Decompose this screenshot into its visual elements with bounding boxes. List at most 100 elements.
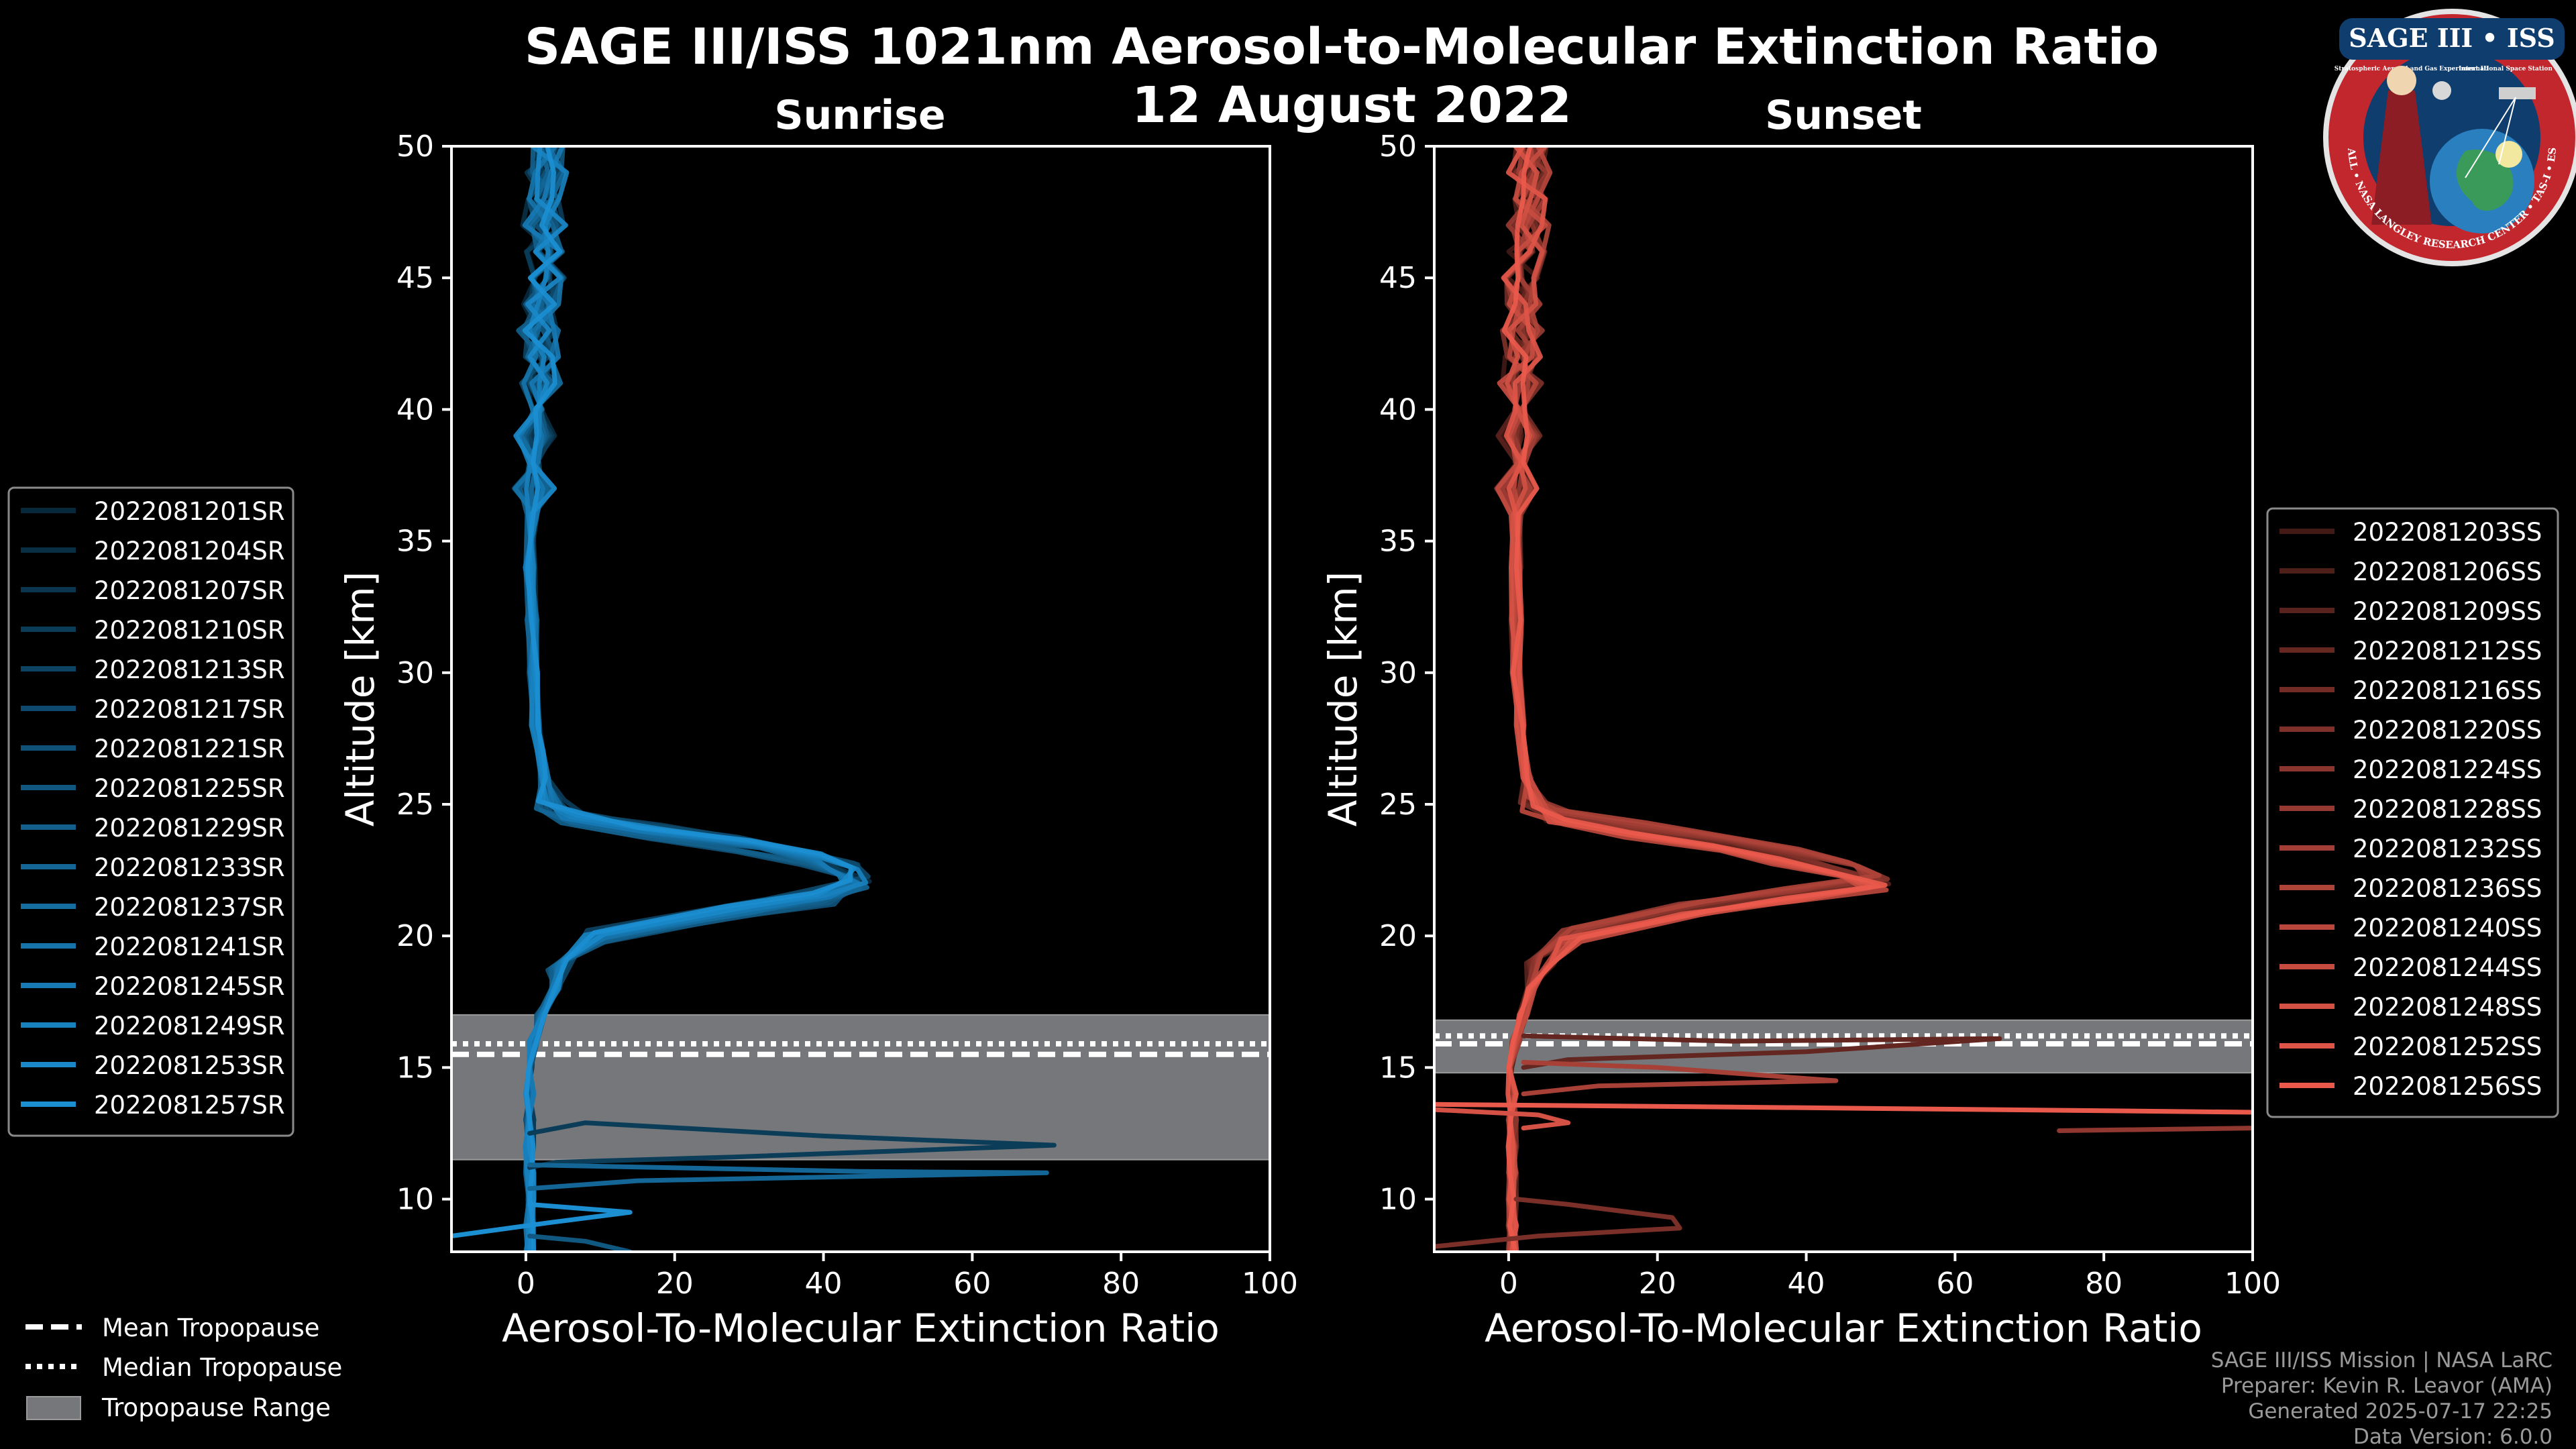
x-tick-label: 80 xyxy=(1102,1267,1140,1301)
legend-label-2022081228SS: 2022081228SS xyxy=(2353,795,2542,824)
profile-excursion-0 xyxy=(1521,1033,2002,1070)
legend-label-2022081232SS: 2022081232SS xyxy=(2353,835,2542,863)
legend-label-2022081252SS: 2022081252SS xyxy=(2353,1032,2542,1061)
y-tick-label: 45 xyxy=(1379,261,1417,295)
y-tick-label: 40 xyxy=(1379,392,1417,427)
y-tick-label: 30 xyxy=(1379,656,1417,690)
wizard-figure-icon xyxy=(2371,91,2432,225)
legend-label-2022081210SR: 2022081210SR xyxy=(94,616,285,645)
sage-iss-logo: SAGE III • ISS Stratospheric Aerosol and… xyxy=(2323,9,2576,266)
legend-label-2022081213SR: 2022081213SR xyxy=(94,655,285,684)
sunrise-plot-frame xyxy=(450,145,1271,1253)
profile-excursion-1 xyxy=(1521,1060,1839,1097)
sunrise-x-axis-label: Aerosol-To-Molecular Extinction Ratio xyxy=(502,1305,1220,1351)
wizard-head-icon xyxy=(2387,66,2416,95)
median-tropopause-label: Median Tropopause xyxy=(102,1353,342,1382)
sunrise-y-axis-label: Altitude [km] xyxy=(337,572,383,826)
legend-label-2022081229SR: 2022081229SR xyxy=(94,814,285,843)
sunset-y-axis-label: Altitude [km] xyxy=(1320,572,1366,826)
y-tick-label: 40 xyxy=(396,392,434,427)
legend-label-2022081236SS: 2022081236SS xyxy=(2353,874,2542,903)
sunset-y-ticks: 10 15 20 25 30 35 40 45 50 xyxy=(1379,129,1434,1217)
moon-icon xyxy=(2432,81,2451,100)
profile-excursion-5 xyxy=(1434,1197,1682,1249)
profile-excursion-3 xyxy=(527,1234,633,1252)
legend-frame xyxy=(2266,507,2559,1118)
x-tick-label: 0 xyxy=(1499,1267,1518,1301)
legend-label-2022081224SS: 2022081224SS xyxy=(2353,755,2542,784)
legend-label-2022081206SS: 2022081206SS xyxy=(2353,557,2542,586)
y-tick-label: 15 xyxy=(1379,1051,1417,1085)
footer-line-generated: Generated 2025-07-17 22:25 xyxy=(2248,1399,2553,1424)
profile-excursion-3 xyxy=(2057,1126,2253,1133)
x-tick-label: 40 xyxy=(805,1267,843,1301)
legend-label-2022081244SS: 2022081244SS xyxy=(2353,953,2542,982)
y-tick-label: 25 xyxy=(396,788,434,822)
y-tick-label: 50 xyxy=(396,129,434,164)
legend-label-2022081204SR: 2022081204SR xyxy=(94,537,285,566)
legend-label-2022081203SS: 2022081203SS xyxy=(2353,518,2542,547)
y-tick-label: 10 xyxy=(1379,1183,1417,1217)
legend-label-2022081257SR: 2022081257SR xyxy=(94,1091,285,1120)
y-tick-label: 25 xyxy=(1379,788,1417,822)
iss-beam xyxy=(2465,97,2516,178)
tropopause-legend: Mean Tropopause Median Tropopause Tropop… xyxy=(25,1313,342,1422)
figure-date: 12 August 2022 xyxy=(1132,76,1572,134)
sunrise-panel-title: Sunrise xyxy=(774,92,945,139)
logo-text-sub-right: International Space Station xyxy=(2459,66,2553,72)
profile-excursion-2 xyxy=(451,1201,633,1238)
y-tick-label: 15 xyxy=(396,1051,434,1085)
profile-line-2022081257SR xyxy=(522,146,853,1252)
x-tick-label: 60 xyxy=(953,1267,991,1301)
sunset-legend: 2022081203SS 2022081206SS 2022081209SS 2022… xyxy=(2266,507,2559,1118)
sunrise-y-ticks: 10 15 20 25 30 35 40 45 50 xyxy=(396,129,451,1217)
sunrise-legend: 2022081201SR 2022081204SR 2022081207SR 2022… xyxy=(7,486,294,1137)
sunset-panel-title: Sunset xyxy=(1765,92,1922,139)
legend-label-2022081225SR: 2022081225SR xyxy=(94,774,285,803)
sunrise-x-ticks: 0 20 40 60 80 100 xyxy=(517,1252,1298,1301)
profile-excursion-1 xyxy=(527,1163,1049,1191)
y-tick-label: 50 xyxy=(1379,129,1417,164)
logo-banner xyxy=(2339,18,2565,60)
iss-icon xyxy=(2499,87,2536,99)
sunset-profiles xyxy=(1434,146,2253,1252)
legend-label-2022081233SR: 2022081233SR xyxy=(94,853,285,882)
figure-title: SAGE III/ISS 1021nm Aerosol-to-Molecular… xyxy=(525,18,2159,76)
x-tick-label: 100 xyxy=(2224,1267,2281,1301)
y-tick-label: 35 xyxy=(1379,525,1417,559)
y-tick-label: 20 xyxy=(1379,919,1417,953)
x-tick-label: 100 xyxy=(1242,1267,1298,1301)
sunset-x-axis-label: Aerosol-To-Molecular Extinction Ratio xyxy=(1485,1305,2202,1351)
legend-label-2022081249SR: 2022081249SR xyxy=(94,1012,285,1040)
legend-label-2022081253SR: 2022081253SR xyxy=(94,1051,285,1080)
legend-label-2022081216SS: 2022081216SS xyxy=(2353,676,2542,705)
profile-excursion-2 xyxy=(1434,1102,2253,1115)
tropopause-range-label: Tropopause Range xyxy=(101,1393,331,1422)
legend-label-2022081220SS: 2022081220SS xyxy=(2353,716,2542,745)
sunset-panel: Sunset 0 20 40 60 80 100 10 15 20 25 30 35 40 45 50 A… xyxy=(1320,92,2281,1351)
y-tick-label: 35 xyxy=(396,525,434,559)
legend-label-2022081201SR: 2022081201SR xyxy=(94,497,285,526)
legend-label-2022081221SR: 2022081221SR xyxy=(94,735,285,763)
sunrise-profiles xyxy=(451,146,1057,1252)
legend-label-2022081248SS: 2022081248SS xyxy=(2353,993,2542,1022)
legend-label-2022081240SS: 2022081240SS xyxy=(2353,914,2542,943)
sun-icon xyxy=(2496,141,2522,168)
tropopause-range-swatch xyxy=(26,1396,81,1420)
y-tick-label: 30 xyxy=(396,656,434,690)
x-tick-label: 80 xyxy=(2085,1267,2123,1301)
legend-frame xyxy=(7,486,294,1137)
y-tick-label: 20 xyxy=(396,919,434,953)
x-tick-label: 40 xyxy=(1788,1267,1825,1301)
y-tick-label: 45 xyxy=(396,261,434,295)
x-tick-label: 60 xyxy=(1936,1267,1974,1301)
sunset-plot-frame xyxy=(1433,145,2254,1253)
continent-shape xyxy=(2456,150,2514,211)
profile-excursion-0 xyxy=(527,1120,1057,1170)
footer-line-preparer: Preparer: Kevin R. Leavor (AMA) xyxy=(2221,1374,2553,1398)
profile-excursion-4 xyxy=(1434,1107,1571,1131)
x-tick-label: 20 xyxy=(1639,1267,1676,1301)
logo-text-sub-left: Stratospheric Aerosol and Gas Experiment… xyxy=(2334,66,2489,72)
legend-label-2022081245SR: 2022081245SR xyxy=(94,972,285,1001)
